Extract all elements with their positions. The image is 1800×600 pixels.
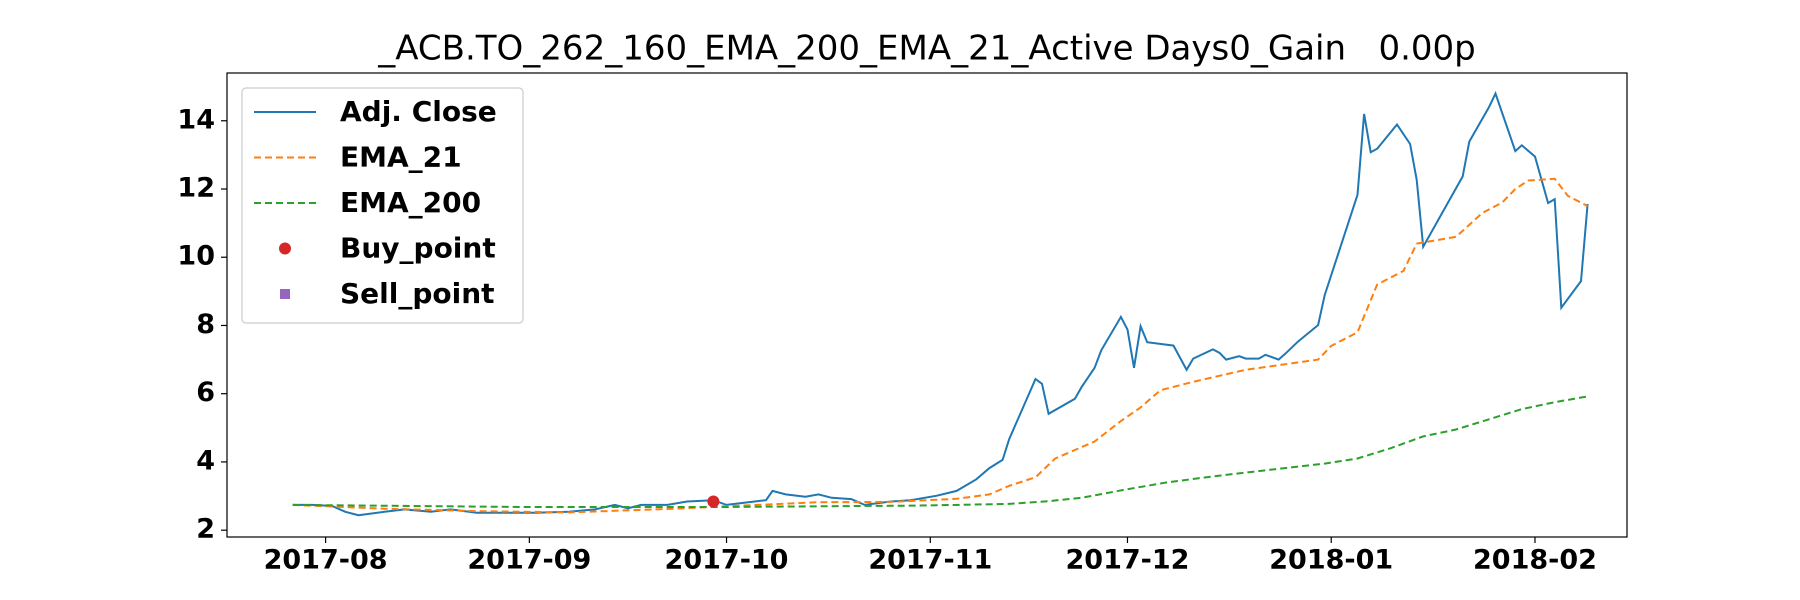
- x-tick-label: 2017-09: [467, 545, 591, 576]
- legend-swatch: [280, 289, 290, 299]
- legend: Adj. Close EMA_21 EMA_200 Buy_point Sell_poi…: [241, 87, 524, 324]
- legend-label: Buy_point: [340, 232, 496, 265]
- x-tick-label: 2017-08: [264, 545, 388, 576]
- x-tick-label: 2017-12: [1066, 545, 1190, 576]
- y-tick-label: 10: [177, 241, 215, 272]
- y-tick-label: 4: [196, 445, 215, 476]
- y-tick-label: 12: [177, 173, 215, 204]
- y-tick-label: 8: [196, 309, 215, 340]
- y-tick-label: 14: [177, 104, 215, 135]
- x-tick-label: 2017-11: [868, 545, 992, 576]
- legend-label: EMA_200: [340, 186, 481, 219]
- legend-box: [241, 87, 524, 324]
- legend-swatch: [279, 242, 291, 255]
- x-tick-label: 2017-10: [665, 545, 789, 576]
- y-tick-label: 6: [196, 377, 215, 408]
- series-line: [292, 395, 1588, 508]
- series-line: [292, 90, 1589, 517]
- marker: [707, 495, 720, 508]
- legend-label: EMA_21: [340, 141, 462, 174]
- x-tick-label: 2018-01: [1269, 545, 1393, 576]
- chart-title: _ACB.TO_262_160_EMA_200_EMA_21_Active Da…: [377, 29, 1476, 69]
- legend-label: Adj. Close: [340, 95, 497, 128]
- y-tick-label: 2: [196, 514, 215, 545]
- x-tick-label: 2018-02: [1473, 545, 1597, 576]
- legend-label: Sell_point: [340, 277, 495, 310]
